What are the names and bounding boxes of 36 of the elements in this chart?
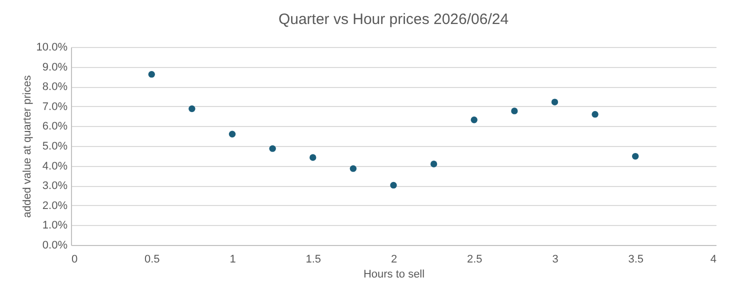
- x-tick-label: 1: [230, 254, 236, 266]
- y-tick-label: 10.0%: [36, 42, 68, 54]
- x-axis-title: Hours to sell: [363, 268, 425, 280]
- x-tick-label: 1.5: [306, 254, 322, 266]
- y-tick-label: 8.0%: [42, 81, 68, 94]
- point: [430, 160, 438, 168]
- x-tick-label: 0: [72, 254, 78, 266]
- y-tick-label: 6.0%: [42, 120, 68, 133]
- point: [592, 110, 598, 118]
- point: [632, 152, 639, 160]
- x-tick-label: 2: [390, 254, 398, 266]
- y-tick-label: 7.0%: [42, 100, 68, 113]
- x-tick-label: 3: [552, 254, 558, 266]
- point: [390, 182, 397, 189]
- x-tick-label: 0.5: [144, 254, 160, 266]
- y-tick-label: 5.0%: [42, 140, 68, 152]
- point: [310, 154, 316, 161]
- point: [350, 165, 357, 172]
- point: [511, 108, 518, 114]
- point: [228, 130, 236, 138]
- y-tick-label: 4.0%: [42, 160, 68, 172]
- x-tick-label: 4: [710, 254, 716, 266]
- y-tick-label: 9.0%: [42, 61, 68, 74]
- chart-title: Quarter vs Hour prices 2026/06/24: [278, 11, 509, 28]
- y-tick-label: 3.0%: [42, 180, 68, 192]
- point: [188, 105, 196, 112]
- x-tick-label: 3.5: [628, 254, 644, 266]
- point: [148, 70, 155, 78]
- point: [470, 116, 478, 124]
- x-tick-label: 2.5: [466, 254, 482, 266]
- y-axis-title: added value at quarter prices: [21, 74, 34, 218]
- y-tick-label: 0.0%: [42, 240, 68, 252]
- y-tick-label: 2.0%: [42, 200, 68, 212]
- y-tick-label: 1.0%: [42, 220, 68, 232]
- point: [551, 98, 558, 106]
- point: [269, 145, 276, 152]
